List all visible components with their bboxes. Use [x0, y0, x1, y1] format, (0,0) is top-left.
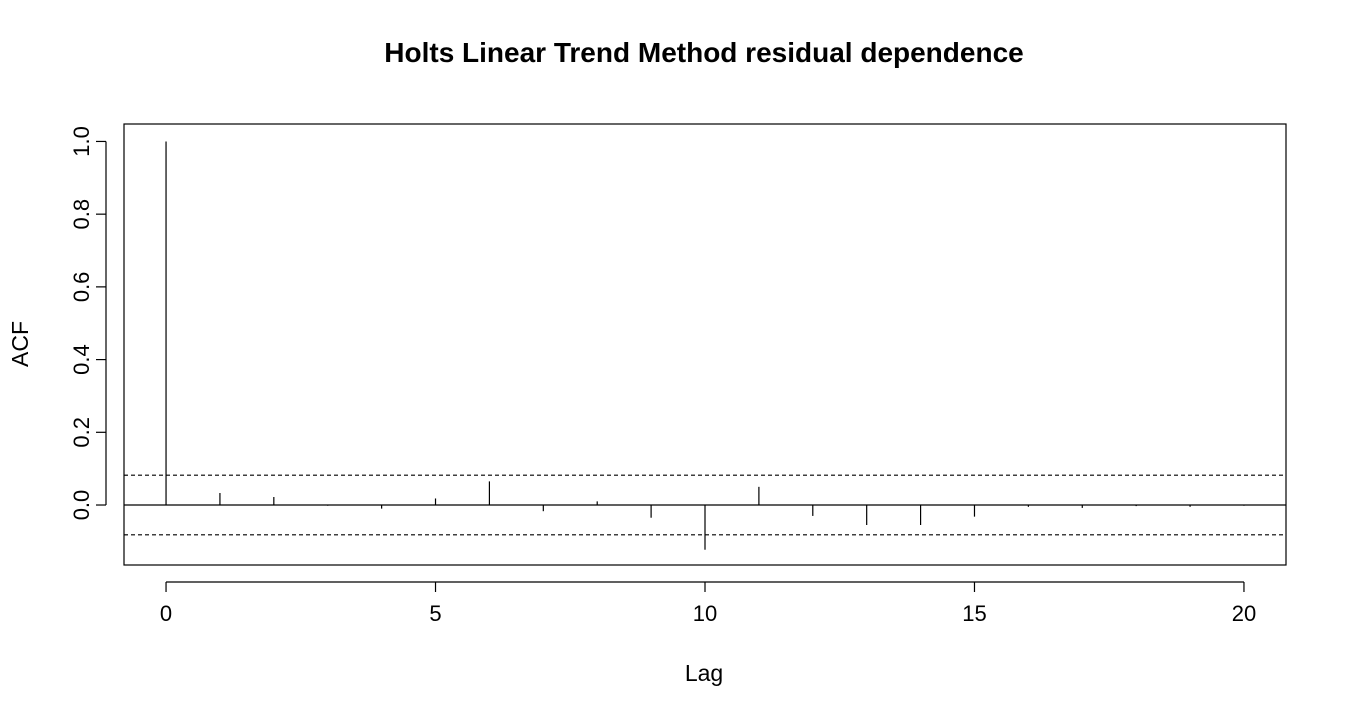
x-tick-label: 0	[160, 601, 172, 626]
x-axis-label: Lag	[685, 660, 723, 686]
y-axis-label: ACF	[7, 321, 33, 367]
y-tick-label: 0.6	[69, 272, 94, 303]
x-tick-label: 5	[429, 601, 441, 626]
x-tick-label: 10	[693, 601, 717, 626]
y-tick-label: 1.0	[69, 126, 94, 157]
x-axis: 0 5 10 15 20	[160, 581, 1256, 626]
plot-frame	[123, 123, 1287, 566]
y-axis: 0.0 0.2 0.4 0.6 0.8 1.0	[69, 126, 107, 521]
chart-title: Holts Linear Trend Method residual depen…	[384, 37, 1023, 68]
y-tick-label: 0.0	[69, 490, 94, 521]
x-tick-label: 15	[962, 601, 986, 626]
y-tick-label: 0.4	[69, 344, 94, 375]
y-tick-label: 0.8	[69, 199, 94, 230]
acf-spikes	[165, 141, 1245, 550]
y-tick-label: 0.2	[69, 417, 94, 448]
x-tick-label: 20	[1232, 601, 1256, 626]
